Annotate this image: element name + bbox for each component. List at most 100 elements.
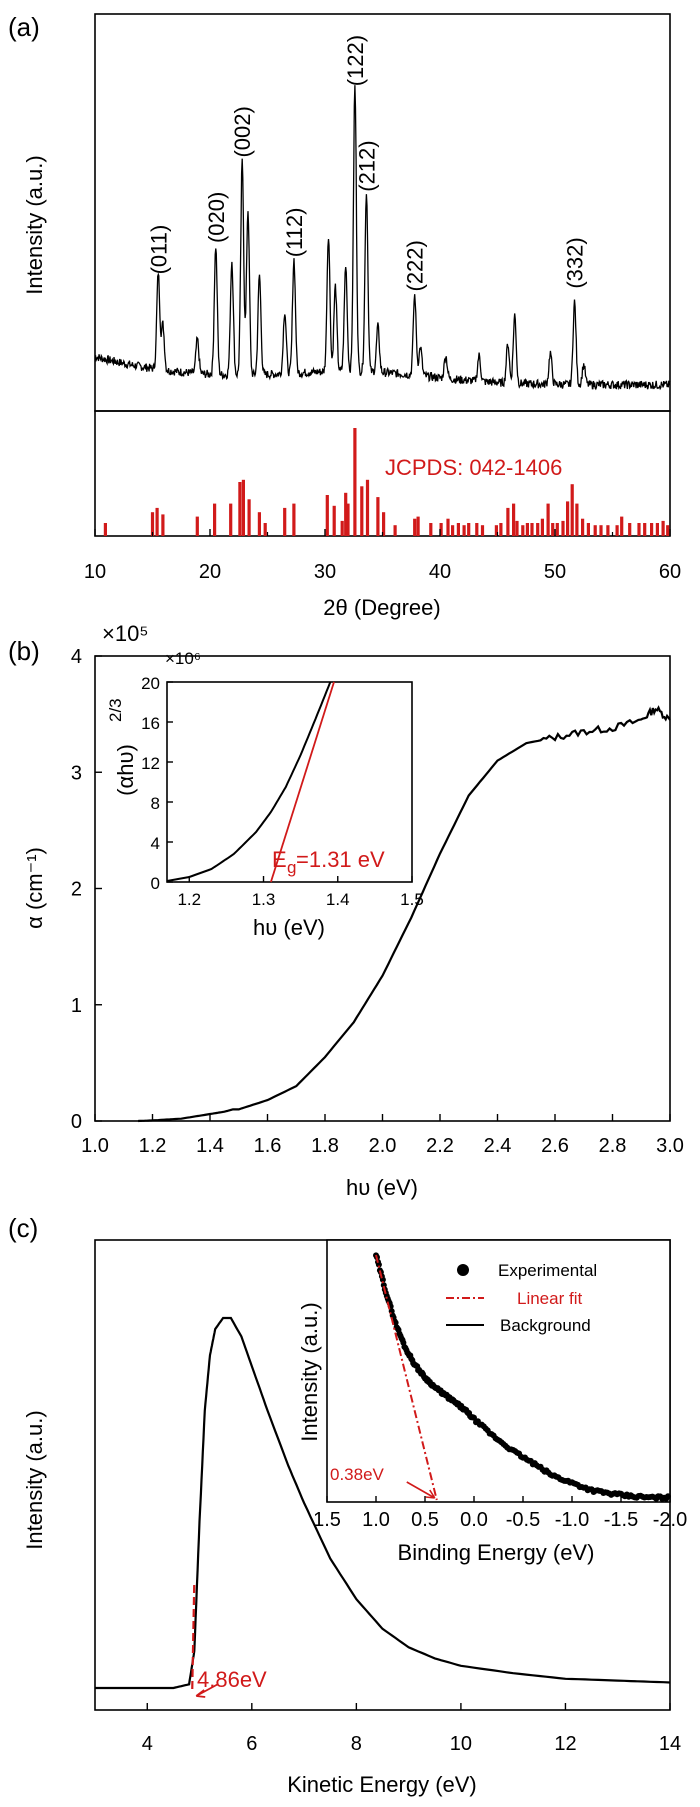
- reference-bar: [393, 525, 397, 536]
- legend-background-label: Background: [500, 1316, 591, 1335]
- panel-b-x-ticks: 1.0 1.2 1.4 1.6 1.8 2.0 2.2 2.4 2.6 2.8 3.0: [81, 1114, 684, 1157]
- reference-bar: [360, 486, 364, 536]
- panel-a-x-tick-label: 30: [314, 561, 336, 583]
- reference-bar: [416, 516, 420, 536]
- inset-b-x-ticks: 1.2 1.3 1.4 1.5: [177, 876, 424, 909]
- reference-bar: [643, 523, 647, 536]
- inset-b-y-axis-title: (αhυ) 2/3: [106, 698, 138, 795]
- panel-a-x-tick-label: 20: [199, 561, 221, 583]
- peak-label: (222): [403, 240, 428, 291]
- reference-bar: [499, 523, 503, 536]
- peak-label: (112): [282, 208, 307, 258]
- reference-bar: [555, 523, 559, 536]
- panel-b-inset: ×10⁶ 1.2 1.3 1.4 1.5 0 4 8 12 16 20 hυ (eV) (αhυ…: [106, 649, 424, 940]
- reference-bar: [515, 520, 519, 536]
- panel-b-y-axis-title: α (cm⁻¹): [22, 847, 47, 929]
- peak-label: (332): [563, 237, 588, 288]
- inset-c-x-tick-label: -1.5: [604, 1509, 638, 1531]
- panel-a-x-axis-title: 2θ (Degree): [323, 595, 440, 620]
- reference-bar: [446, 518, 450, 536]
- reference-bar: [213, 503, 217, 536]
- absorption-curve: [138, 705, 671, 1123]
- inset-b-y-tick-label: 12: [141, 754, 160, 773]
- panel-b-y-tick-label: 4: [71, 646, 82, 668]
- reference-bar: [551, 523, 555, 536]
- inset-b-y-tick-label: 4: [151, 834, 160, 853]
- panel-b-x-tick-label: 1.8: [311, 1135, 339, 1157]
- reference-bar: [238, 482, 242, 536]
- vbm-value-label: 0.38eV: [330, 1465, 385, 1484]
- reference-bar: [661, 520, 665, 536]
- reference-bar: [346, 503, 350, 536]
- reference-bar: [475, 523, 479, 536]
- reference-bar: [494, 525, 498, 536]
- reference-bar: [283, 507, 287, 536]
- reference-bar: [376, 497, 380, 536]
- reference-bar: [344, 492, 348, 536]
- inset-b-y-multiplier: ×10⁶: [165, 649, 201, 668]
- reference-bar: [512, 503, 516, 536]
- peak-label: (011): [146, 225, 171, 275]
- panel-b-y-tick-label: 3: [71, 762, 82, 784]
- panel-c-x-tick-label: 12: [554, 1733, 576, 1755]
- panel-a-x-tick-label: 40: [429, 561, 451, 583]
- tauc-curve: [166, 681, 332, 882]
- panel-b-x-tick-label: 2.6: [541, 1135, 569, 1157]
- peak-label: (002): [230, 106, 255, 157]
- panel-b-x-tick-label: 1.6: [254, 1135, 282, 1157]
- reference-bar: [606, 525, 610, 536]
- bandgap-symbol: E: [272, 847, 287, 872]
- panel-c-x-tick-label: 6: [246, 1733, 257, 1755]
- reference-bar: [451, 525, 455, 536]
- panel-c-y-axis-title: Intensity (a.u.): [22, 1410, 47, 1549]
- reference-bar: [340, 520, 344, 536]
- reference-bar: [536, 523, 540, 536]
- panel-b-y-tick-label: 1: [71, 995, 82, 1017]
- inset-c-x-tick-label: 0.0: [460, 1509, 488, 1531]
- panel-b-x-tick-label: 3.0: [656, 1135, 684, 1157]
- inset-b-x-tick-label: 1.5: [400, 890, 424, 909]
- reference-bar: [353, 428, 357, 536]
- panel-c-letter: (c): [8, 1213, 38, 1243]
- peak-label: (212): [354, 140, 379, 191]
- inset-b-y-label-exponent: 2/3: [106, 698, 125, 722]
- peak-label: (122): [343, 35, 368, 86]
- panel-b-y-tick-label: 2: [71, 879, 82, 901]
- bandgap-subscript: g: [287, 858, 296, 877]
- reference-bar: [637, 523, 641, 536]
- inset-c-x-tick-label: -2.0: [653, 1509, 687, 1531]
- xrd-pattern-line: [94, 85, 671, 391]
- panel-a-x-tick-label: 10: [84, 561, 106, 583]
- reference-bar: [257, 512, 261, 536]
- inset-c-x-tick-label: 1.0: [362, 1509, 390, 1531]
- reference-bar: [566, 501, 570, 536]
- inset-b-x-tick-label: 1.2: [177, 890, 201, 909]
- reference-bar: [195, 516, 199, 536]
- inset-b-y-tick-label: 16: [141, 714, 160, 733]
- inset-b-x-tick-label: 1.4: [326, 890, 350, 909]
- inset-b-x-axis-title: hυ (eV): [253, 915, 325, 940]
- reference-bar: [521, 525, 525, 536]
- reference-bar: [429, 523, 433, 536]
- panel-b-x-tick-label: 2.2: [426, 1135, 454, 1157]
- reference-bar: [615, 525, 619, 536]
- reference-bar: [325, 495, 329, 536]
- panel-b-x-tick-label: 2.0: [369, 1135, 397, 1157]
- panel-a: (a) (011)(020)(002)(112)(122)(212)(222)(…: [8, 12, 681, 620]
- reference-bar: [650, 523, 654, 536]
- vbm-arrow: [406, 1481, 436, 1499]
- cutoff-fit-line: [191, 1584, 196, 1691]
- reference-bar: [593, 525, 597, 536]
- reference-bar: [247, 499, 251, 536]
- reference-bar: [506, 507, 510, 536]
- inset-b-y-ticks: 0 4 8 12 16 20: [141, 674, 173, 893]
- vbm-linear-fit: [375, 1254, 438, 1501]
- experimental-point: [471, 1414, 477, 1421]
- reference-bar: [382, 512, 386, 536]
- panel-b-letter: (b): [8, 636, 40, 666]
- inset-c-x-tick-label: -0.5: [506, 1509, 540, 1531]
- reference-bar: [599, 525, 603, 536]
- reference-bar: [467, 523, 471, 536]
- reference-bar: [413, 518, 417, 536]
